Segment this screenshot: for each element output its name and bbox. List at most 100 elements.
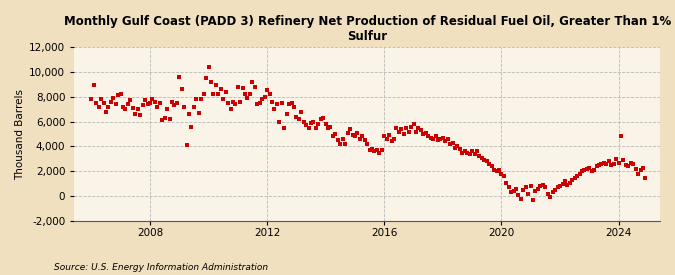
Point (176, 87, 187, 91)
Point (466, 149, 477, 154)
Point (135, 113, 146, 117)
Point (274, 119, 285, 124)
Point (618, 158, 628, 162)
Point (560, 179, 570, 183)
Point (237, 86, 248, 90)
Point (371, 148, 382, 152)
Point (525, 184, 536, 188)
Point (333, 138, 344, 142)
Point (308, 119, 319, 124)
Point (144, 101, 155, 105)
Point (152, 104, 163, 109)
Point (605, 163, 616, 167)
Point (599, 160, 610, 165)
Point (542, 191, 553, 196)
Point (211, 83, 221, 88)
Point (601, 162, 612, 166)
Y-axis label: Thousand Barrels: Thousand Barrels (15, 89, 25, 180)
Point (404, 129, 414, 134)
Point (105, 100, 116, 104)
Point (186, 124, 197, 129)
Point (359, 138, 370, 142)
Point (296, 109, 306, 114)
Point (389, 137, 400, 141)
Point (513, 193, 524, 197)
Point (562, 183, 572, 187)
Point (352, 131, 363, 135)
Point (454, 147, 465, 151)
Point (569, 175, 580, 180)
Point (223, 101, 234, 105)
Point (620, 163, 631, 167)
Point (616, 134, 626, 139)
Point (286, 101, 297, 105)
Point (630, 167, 641, 171)
Point (593, 163, 604, 167)
Point (450, 145, 460, 150)
Point (401, 126, 412, 130)
Point (584, 165, 595, 170)
Point (415, 128, 426, 133)
Point (564, 180, 575, 185)
Point (294, 117, 304, 121)
Point (91, 101, 102, 105)
Point (179, 104, 190, 109)
Point (394, 129, 404, 134)
Point (200, 76, 211, 80)
Point (547, 190, 558, 195)
Point (377, 148, 387, 152)
Point (452, 144, 463, 148)
Point (540, 185, 551, 190)
Point (103, 104, 114, 109)
Point (445, 142, 456, 146)
Point (533, 186, 543, 191)
Point (155, 101, 165, 105)
Point (215, 87, 226, 91)
Point (225, 107, 236, 111)
Point (142, 102, 153, 106)
Point (464, 152, 475, 156)
Point (398, 132, 409, 136)
Point (250, 84, 261, 89)
Point (169, 103, 180, 108)
Point (396, 127, 407, 131)
Point (408, 122, 419, 126)
Point (537, 183, 548, 187)
Point (442, 137, 453, 141)
Point (574, 172, 585, 176)
Point (484, 162, 495, 166)
Point (555, 184, 566, 188)
Point (196, 97, 207, 101)
Point (523, 191, 534, 196)
Point (203, 65, 214, 69)
Point (252, 102, 263, 106)
Point (489, 168, 500, 172)
Point (589, 168, 599, 172)
Point (198, 92, 209, 97)
Point (218, 97, 229, 101)
Point (235, 100, 246, 104)
Point (435, 137, 446, 141)
Point (535, 184, 546, 188)
Point (325, 124, 336, 129)
Point (516, 196, 526, 201)
Point (581, 167, 592, 171)
Point (391, 126, 402, 130)
Point (460, 149, 470, 154)
Point (347, 133, 358, 138)
Point (549, 188, 560, 192)
Point (315, 117, 326, 121)
Point (147, 97, 158, 101)
Point (638, 165, 649, 170)
Point (318, 116, 329, 120)
Point (171, 101, 182, 105)
Point (567, 178, 578, 182)
Point (259, 95, 270, 99)
Point (383, 133, 394, 138)
Point (128, 106, 138, 110)
Point (491, 169, 502, 174)
Point (279, 126, 290, 130)
Point (96, 97, 107, 101)
Point (506, 190, 516, 195)
Point (545, 195, 556, 200)
